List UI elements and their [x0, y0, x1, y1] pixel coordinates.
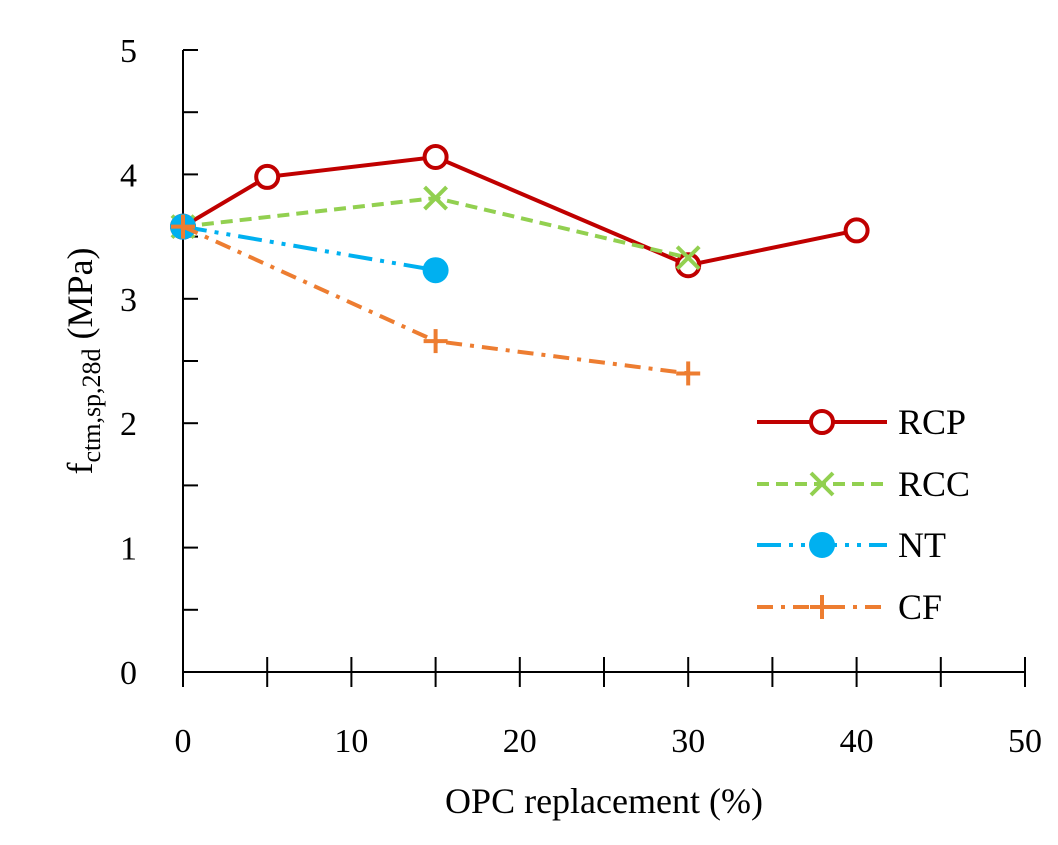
x-tick-label: 50 [1008, 723, 1042, 760]
series-rcp [170, 143, 870, 279]
legend-marker-rcp [809, 409, 835, 435]
legend-label-cf: CF [898, 587, 942, 627]
x-tick-label: 0 [175, 723, 192, 760]
legend-item-rcc: RCC [757, 464, 970, 504]
point-nt [422, 257, 449, 284]
legend-item-nt: NT [757, 525, 946, 565]
x-tick-label: 10 [334, 723, 368, 760]
legend-label-nt: NT [898, 525, 946, 565]
y-axis-title-subscript: ctm,sp,28d [77, 348, 106, 462]
legend-marker-rcc [809, 471, 835, 497]
legend-item-cf: CF [757, 587, 942, 627]
series-cf [171, 214, 701, 386]
point-rcc-stroke [423, 185, 449, 211]
point-rcc [423, 185, 449, 211]
y-axis-title: fctm,sp,28d (MPa) [60, 247, 106, 474]
y-tick-label: 0 [120, 655, 137, 692]
y-tick-label: 4 [120, 157, 137, 194]
x-tick-label: 20 [503, 723, 537, 760]
y-tick-label: 1 [120, 531, 137, 568]
legend: RCP RCC NT CF [757, 402, 970, 627]
legend-label-rcp: RCP [898, 402, 966, 442]
point-cf [676, 361, 701, 386]
point-rcp [843, 217, 870, 244]
legend-marker-rcc-stroke [809, 471, 835, 497]
legend-marker-cf [810, 595, 834, 619]
point-cf [171, 214, 195, 239]
point-rcp [422, 143, 449, 170]
legend-marker-nt [809, 532, 835, 558]
point-rcp [675, 252, 702, 279]
point-rcp [254, 163, 281, 190]
series-line-rcc [182, 195, 689, 260]
y-axis-title-unit: (MPa) [60, 247, 100, 348]
x-axis-title: OPC replacement (%) [445, 781, 763, 821]
y-tick-label: 2 [120, 406, 137, 443]
series-line-nt [182, 224, 436, 273]
series-layer [170, 143, 870, 386]
point-rcc [675, 245, 701, 271]
x-tick-label: 40 [840, 723, 874, 760]
x-tick-label: 30 [671, 723, 705, 760]
y-tick-label: 3 [120, 282, 137, 319]
legend-item-rcp: RCP [757, 402, 966, 442]
point-cf [423, 329, 448, 354]
y-tick-label: 5 [120, 33, 137, 70]
series-line-rcp [181, 154, 858, 268]
point-rcc-stroke [675, 245, 701, 271]
y-axis-title-main: f [60, 463, 100, 475]
legend-label-rcc: RCC [898, 464, 970, 504]
